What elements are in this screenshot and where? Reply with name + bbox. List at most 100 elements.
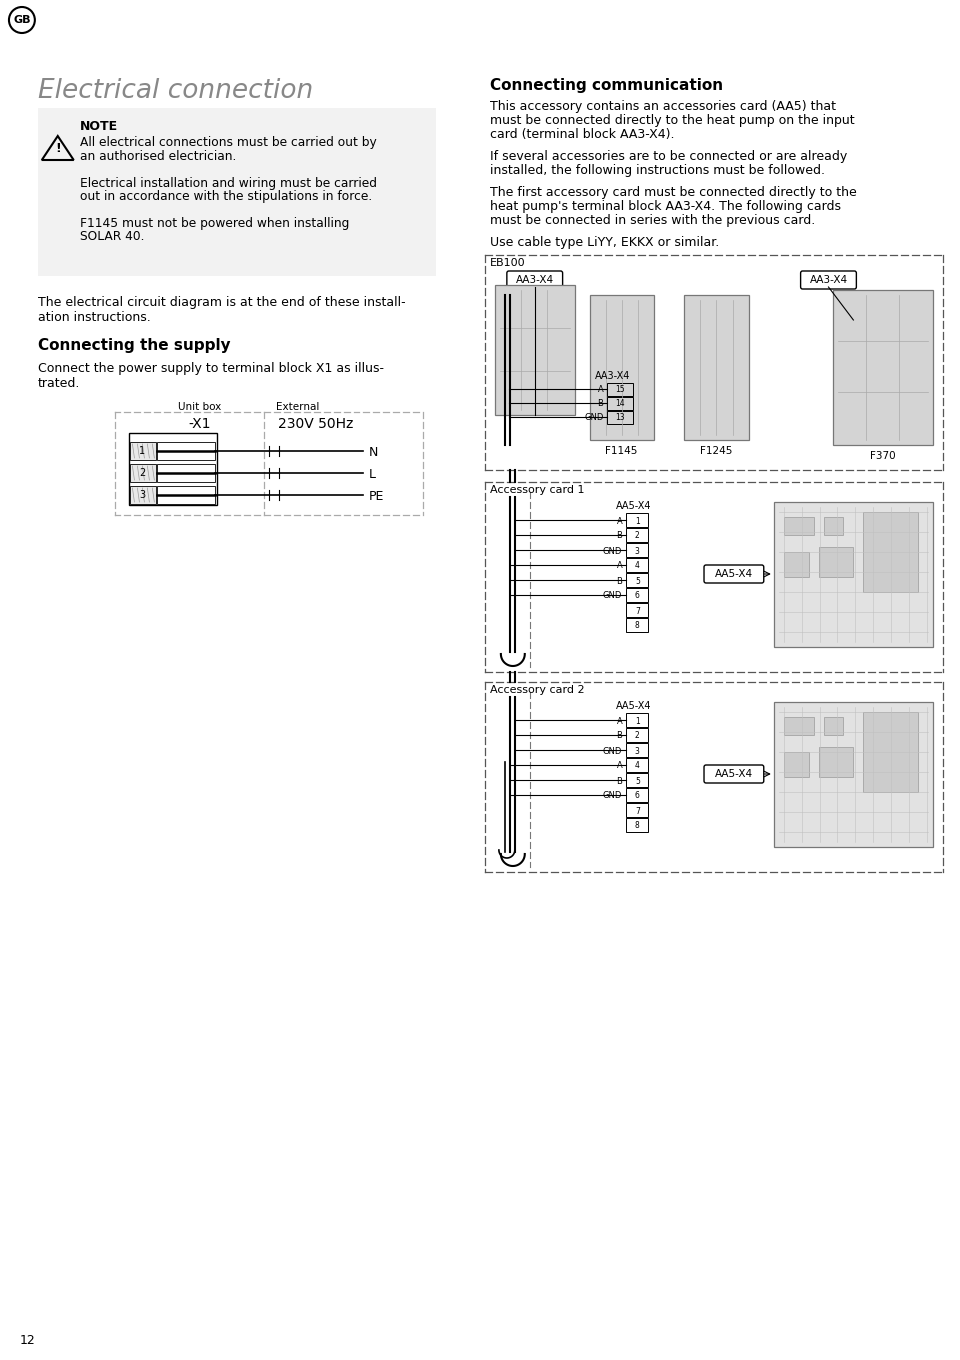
Text: B: B <box>597 400 604 408</box>
Bar <box>819 747 853 777</box>
Text: L: L <box>369 468 375 481</box>
Bar <box>626 602 648 617</box>
Bar <box>589 295 654 441</box>
Bar <box>626 772 648 787</box>
Text: -X1: -X1 <box>188 418 210 431</box>
Bar <box>608 384 634 396</box>
Text: 2: 2 <box>635 732 639 740</box>
FancyBboxPatch shape <box>704 564 764 583</box>
Text: This accessory contains an accessories card (AA5) that: This accessory contains an accessories c… <box>490 101 836 113</box>
Bar <box>783 752 808 777</box>
Text: 8: 8 <box>635 622 639 631</box>
Bar <box>824 717 844 734</box>
Text: SOLAR 40.: SOLAR 40. <box>80 230 144 243</box>
Text: Electrical connection: Electrical connection <box>37 78 313 103</box>
FancyBboxPatch shape <box>704 764 764 783</box>
Text: 5: 5 <box>635 577 639 586</box>
Text: Connecting communication: Connecting communication <box>490 78 723 92</box>
Bar <box>684 295 749 441</box>
Bar <box>157 442 215 460</box>
Bar <box>626 573 648 588</box>
Bar <box>626 558 648 573</box>
Text: B: B <box>616 532 622 540</box>
Text: 3: 3 <box>635 547 639 555</box>
Text: 3: 3 <box>139 490 146 500</box>
Text: must be connected in series with the previous card.: must be connected in series with the pre… <box>490 214 815 227</box>
Text: Unit box: Unit box <box>178 403 221 412</box>
Text: an authorised electrician.: an authorised electrician. <box>80 150 236 162</box>
Text: A: A <box>616 517 622 525</box>
Bar <box>863 713 918 792</box>
Text: Connecting the supply: Connecting the supply <box>37 339 230 354</box>
Bar <box>157 486 215 505</box>
Text: GND: GND <box>603 547 622 555</box>
Text: out in accordance with the stipulations in force.: out in accordance with the stipulations … <box>80 190 372 203</box>
Text: installed, the following instructions must be followed.: installed, the following instructions mu… <box>490 165 825 177</box>
Text: B: B <box>616 577 622 586</box>
Text: F370: F370 <box>871 452 896 461</box>
Text: 8: 8 <box>635 821 639 831</box>
Text: N: N <box>369 446 378 460</box>
Text: B: B <box>616 777 622 786</box>
Text: Connect the power supply to terminal block X1 as illus-: Connect the power supply to terminal blo… <box>37 362 384 375</box>
Text: GND: GND <box>603 592 622 601</box>
Bar <box>626 617 648 632</box>
Text: 6: 6 <box>635 792 639 801</box>
Bar <box>626 728 648 743</box>
Text: EB100: EB100 <box>490 258 525 268</box>
Text: AA3-X4: AA3-X4 <box>809 275 848 286</box>
Text: 14: 14 <box>615 400 625 408</box>
FancyBboxPatch shape <box>801 271 856 290</box>
Bar <box>783 717 813 734</box>
Bar <box>626 787 648 802</box>
Bar <box>131 464 156 481</box>
Bar <box>783 517 813 534</box>
Text: The electrical circuit diagram is at the end of these install-: The electrical circuit diagram is at the… <box>37 296 405 309</box>
Text: PE: PE <box>369 491 384 503</box>
Text: 1: 1 <box>635 717 639 725</box>
Text: AA3-X4: AA3-X4 <box>594 371 630 381</box>
Bar <box>626 513 648 526</box>
Bar <box>37 107 436 276</box>
Text: GND: GND <box>584 413 604 423</box>
Text: 5: 5 <box>635 777 639 786</box>
Text: 1: 1 <box>635 517 639 525</box>
Text: B: B <box>616 732 622 740</box>
Text: A: A <box>616 762 622 771</box>
Bar <box>626 802 648 817</box>
Bar <box>608 397 634 409</box>
Text: F1145 must not be powered when installing: F1145 must not be powered when installin… <box>80 218 349 230</box>
Bar <box>608 411 634 424</box>
Bar <box>626 758 648 772</box>
Text: 2: 2 <box>139 468 146 477</box>
Text: ation instructions.: ation instructions. <box>37 311 151 324</box>
Bar <box>495 286 575 415</box>
Text: 6: 6 <box>635 592 639 601</box>
Text: must be connected directly to the heat pump on the input: must be connected directly to the heat p… <box>490 114 854 126</box>
Text: Accessory card 2: Accessory card 2 <box>490 685 585 695</box>
Text: trated.: trated. <box>37 377 81 390</box>
Bar <box>819 547 853 577</box>
Bar <box>157 464 215 481</box>
Bar <box>863 511 918 592</box>
Bar <box>131 442 156 460</box>
Text: All electrical connections must be carried out by: All electrical connections must be carri… <box>80 136 376 150</box>
Text: 13: 13 <box>615 413 625 423</box>
Text: GB: GB <box>13 15 31 24</box>
Text: NOTE: NOTE <box>80 120 118 133</box>
Bar <box>626 743 648 758</box>
Bar <box>626 713 648 728</box>
Text: AA5-X4: AA5-X4 <box>715 568 753 579</box>
Bar <box>131 486 156 505</box>
Text: 230V 50Hz: 230V 50Hz <box>277 418 353 431</box>
Text: 4: 4 <box>635 762 639 771</box>
Text: If several accessories are to be connected or are already: If several accessories are to be connect… <box>490 150 847 163</box>
Text: 4: 4 <box>635 562 639 570</box>
Text: 7: 7 <box>635 806 639 816</box>
Text: card (terminal block AA3-X4).: card (terminal block AA3-X4). <box>490 128 675 141</box>
Bar <box>626 817 648 832</box>
Text: !: ! <box>55 141 60 155</box>
FancyBboxPatch shape <box>507 271 563 290</box>
Bar <box>824 517 844 534</box>
Text: A: A <box>616 562 622 570</box>
